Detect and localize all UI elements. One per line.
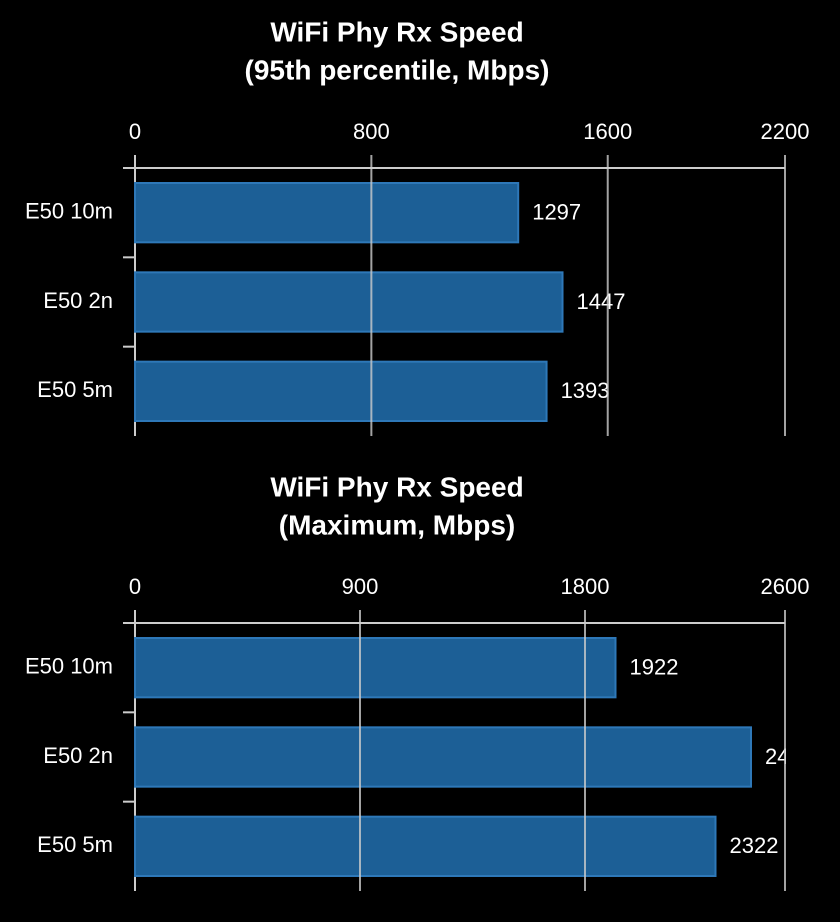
chart-title: WiFi Phy Rx Speed — [270, 16, 523, 47]
bar — [134, 182, 520, 244]
value-label: 2322 — [730, 833, 779, 858]
x-tick-label: 800 — [353, 119, 390, 144]
x-tick-label: 0 — [129, 119, 141, 144]
bar — [134, 726, 752, 788]
value-label: 1447 — [577, 289, 626, 314]
y-tick-label: E50 2n — [43, 288, 113, 313]
y-tick-label: E50 2n — [43, 743, 113, 768]
x-tick-label: 2600 — [761, 574, 810, 599]
chart-subtitle: (95th percentile, Mbps) — [245, 54, 550, 85]
chart: WiFi Phy Rx Speed (95th percentile, Mbps)… — [25, 16, 810, 436]
chart-subtitle: (Maximum, Mbps) — [279, 509, 515, 540]
bar — [134, 637, 617, 699]
y-tick-label: E50 5m — [37, 377, 113, 402]
x-tick-label: 0 — [129, 574, 141, 599]
plot: 1922 2464 2322 — [134, 637, 814, 878]
chart: WiFi Phy Rx Speed (Maximum, Mbps) 1922 2464… — [25, 471, 814, 891]
value-label: 1922 — [630, 654, 679, 679]
y-tick-label: E50 10m — [25, 198, 113, 223]
bar — [134, 360, 548, 422]
value-label: 1393 — [561, 378, 610, 403]
bar — [134, 815, 717, 878]
chart-title: WiFi Phy Rx Speed — [270, 471, 523, 502]
x-tick-label: 1600 — [583, 119, 632, 144]
y-tick-label: E50 5m — [37, 832, 113, 857]
value-label: 2464 — [765, 744, 814, 769]
x-tick-label: 1800 — [561, 574, 610, 599]
x-tick-label: 900 — [342, 574, 379, 599]
x-tick-label: 2200 — [761, 119, 810, 144]
value-label: 1297 — [532, 199, 581, 224]
plot: 1297 1447 1393 — [134, 182, 626, 422]
y-tick-label: E50 10m — [25, 653, 113, 678]
bar — [134, 271, 564, 333]
